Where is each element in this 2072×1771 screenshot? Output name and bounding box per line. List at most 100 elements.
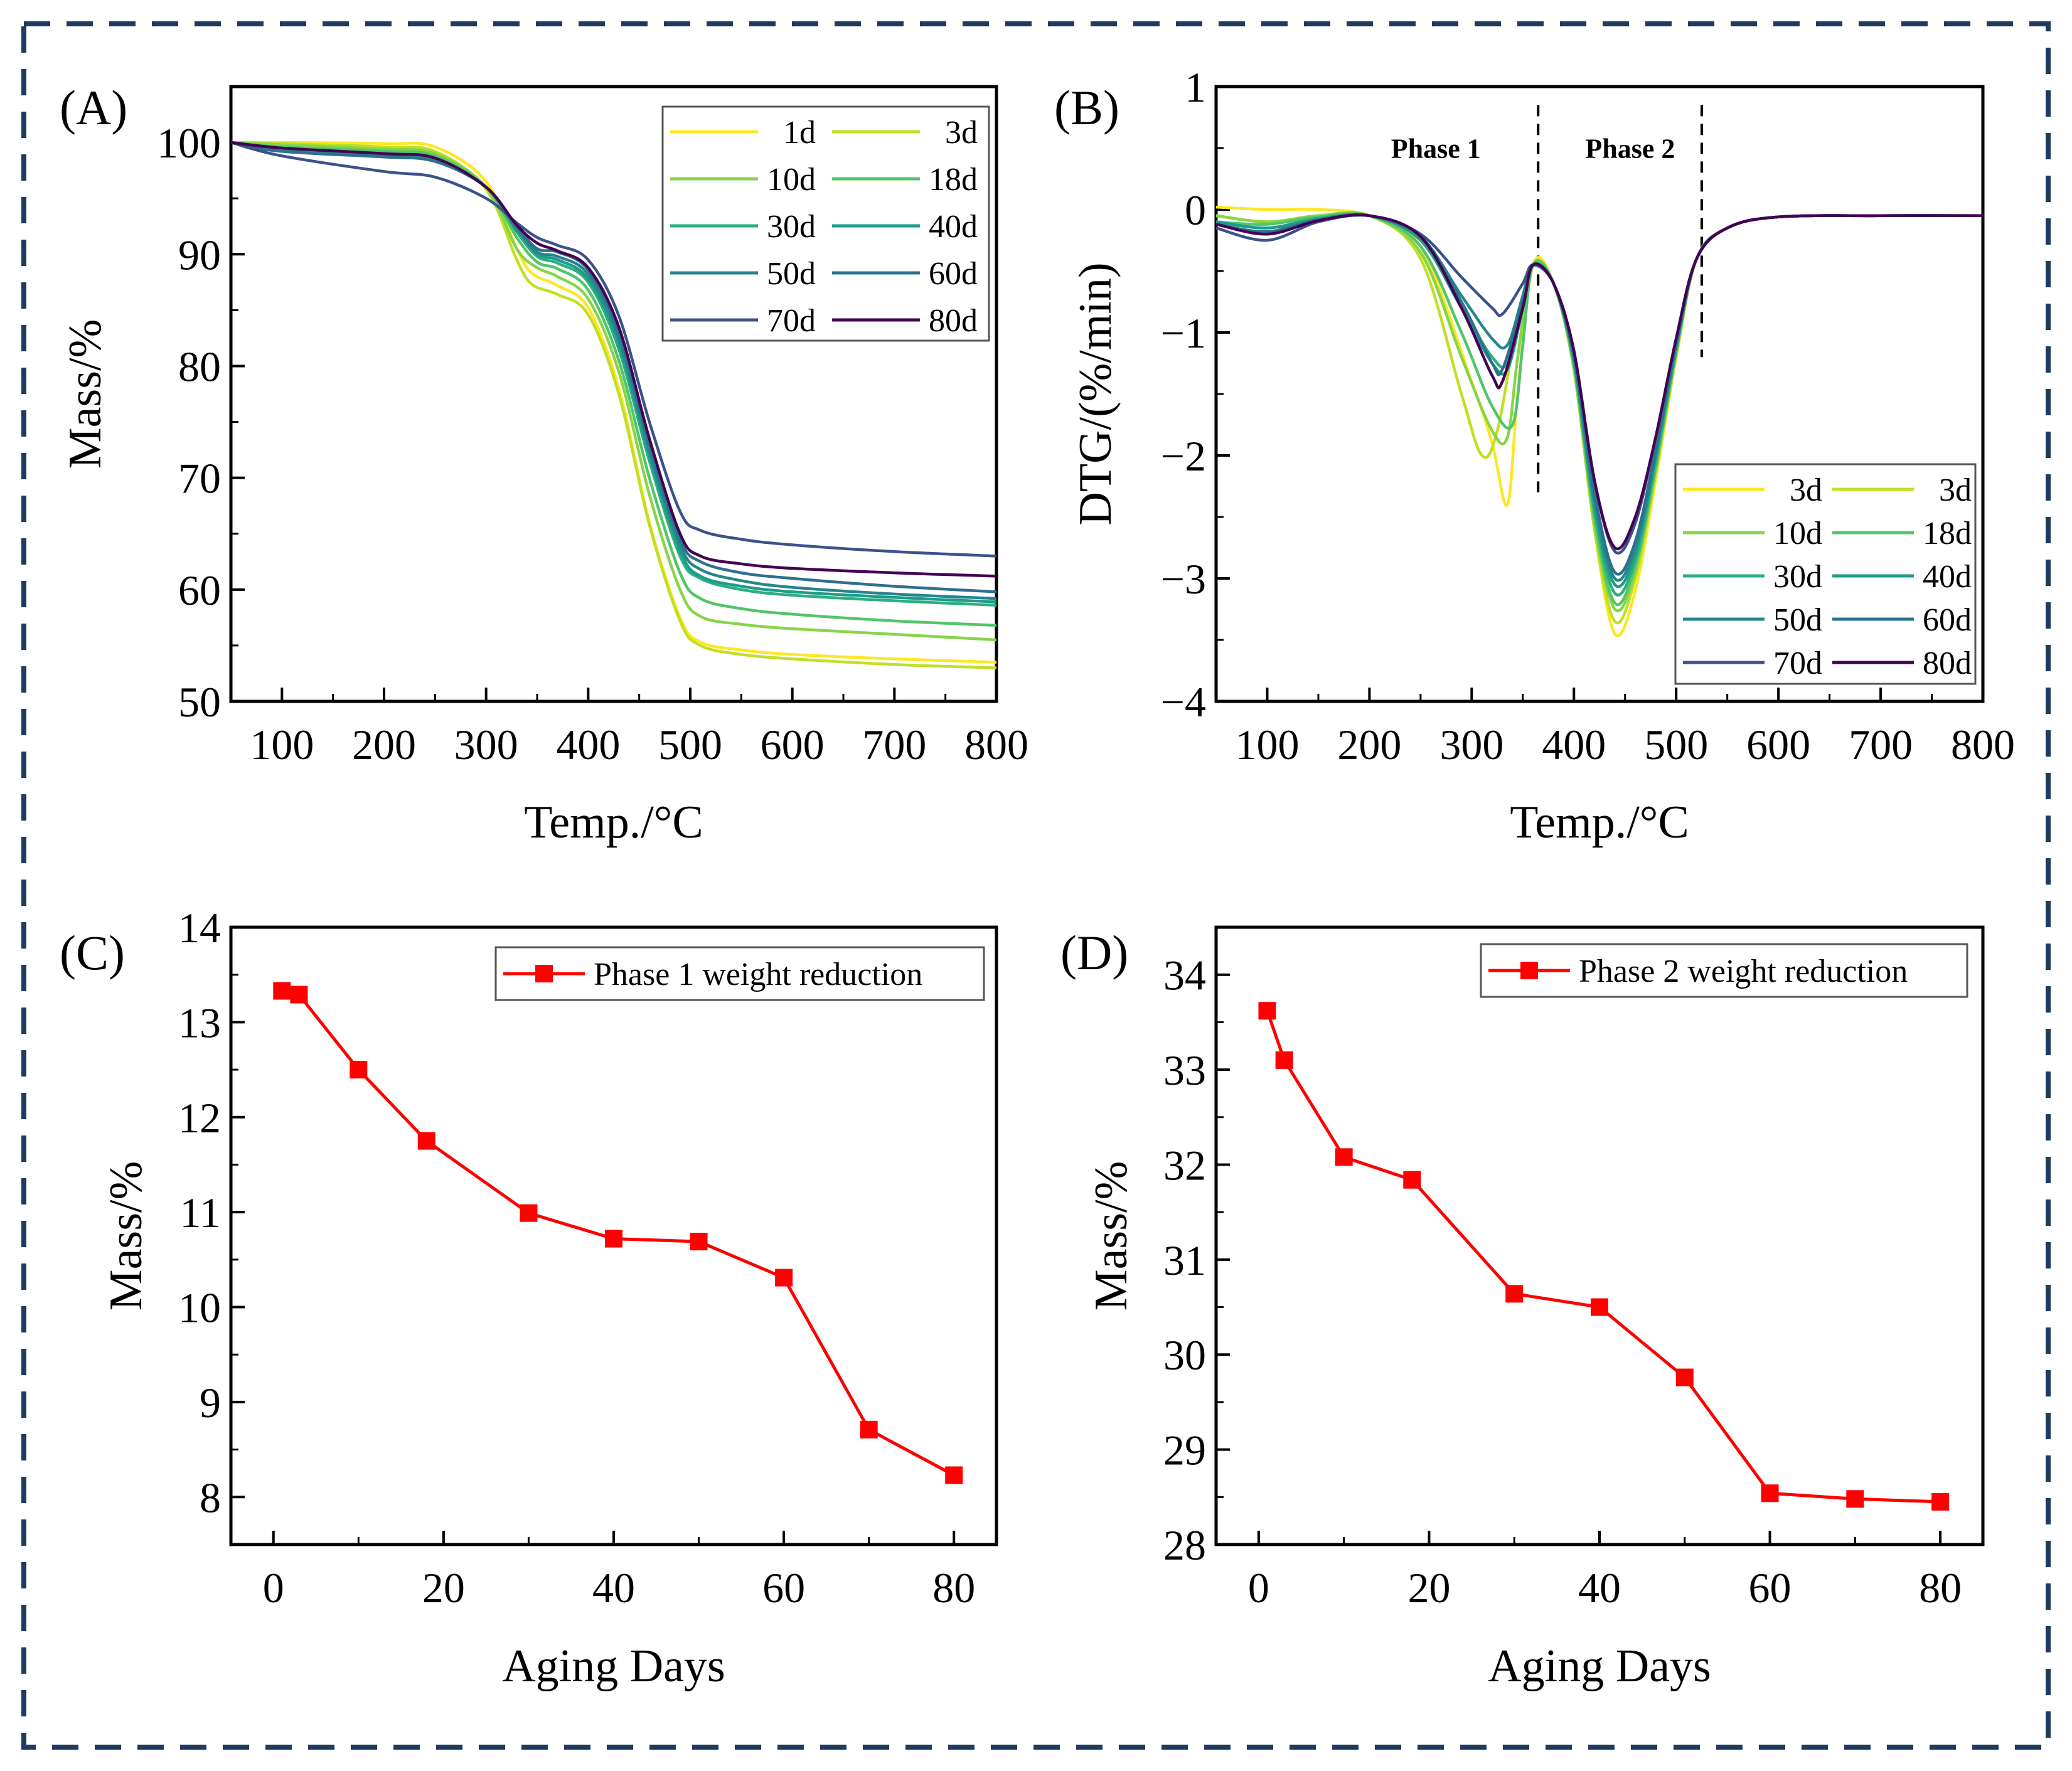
y-tick-label: 13 <box>178 999 221 1046</box>
legend-marker <box>535 965 553 982</box>
x-tick-label: 500 <box>1644 721 1708 768</box>
x-tick-label: 40 <box>592 1564 635 1612</box>
legend-entry: 60d <box>1923 602 1972 638</box>
legend-entry: 70d <box>1773 646 1822 681</box>
x-tick-label: 700 <box>1849 721 1913 768</box>
chart-panel-c: 0 20 40 60 80 8 9 10 11 12 13 14 Aging Days Mass/% (C)… <box>60 904 998 1692</box>
x-tick-label: 20 <box>422 1564 465 1612</box>
legend-entry: 40d <box>929 209 978 245</box>
legend-entry: 3d <box>945 115 978 151</box>
y-tick-label: 34 <box>1163 952 1206 999</box>
x-tick-label: 100 <box>1235 721 1299 768</box>
y-axis-label: Mass/% <box>100 1161 152 1311</box>
y-tick-label: 14 <box>178 904 221 952</box>
plot-area <box>1266 1010 1941 1504</box>
data-point-marker <box>605 1230 622 1248</box>
data-point-marker <box>1335 1148 1353 1166</box>
y-tick-label: −4 <box>1161 678 1206 726</box>
y-tick-label: −1 <box>1161 309 1206 357</box>
y-axis-label: Mass/% <box>60 319 111 469</box>
x-tick-label: 600 <box>761 721 825 768</box>
series-line-80d <box>231 141 996 578</box>
data-point-marker <box>1591 1298 1608 1316</box>
legend-entry: 50d <box>1773 602 1822 638</box>
legend-entry: Phase 2 weight reduction <box>1579 954 1908 989</box>
y-tick-label: 1 <box>1185 63 1206 111</box>
legend-marker <box>1520 962 1538 979</box>
x-axis-label: Aging Days <box>1488 1641 1711 1692</box>
legend: 3d 3d 10d 18d 30d 40d 50d 60d 70d 80d <box>1674 463 1977 685</box>
x-tick-label: 20 <box>1407 1564 1450 1612</box>
legend-entry: 18d <box>929 162 978 198</box>
x-tick-label: 800 <box>964 721 1028 768</box>
series-line-70d <box>231 141 996 558</box>
data-point-marker <box>1846 1490 1864 1508</box>
y-tick-label: 100 <box>157 119 221 167</box>
legend-entry: 10d <box>767 162 816 198</box>
x-tick-label: 60 <box>1749 1564 1792 1612</box>
x-tick-label: 60 <box>762 1564 805 1612</box>
panel-label: (D) <box>1060 925 1128 980</box>
x-tick-label: 400 <box>1542 721 1606 768</box>
series-line-18d <box>231 141 996 627</box>
legend-entry: 18d <box>1923 516 1972 551</box>
data-point-marker <box>273 982 291 1000</box>
data-point-marker <box>417 1132 435 1150</box>
data-point-marker <box>1258 1002 1276 1020</box>
series-line-Phase 1 weight reduction <box>281 989 955 1477</box>
x-tick-label: 300 <box>454 721 518 768</box>
y-tick-label: 32 <box>1163 1141 1206 1189</box>
y-tick-label: 50 <box>178 678 221 726</box>
x-tick-label: 0 <box>263 1564 284 1612</box>
y-tick-label: 0 <box>1185 186 1206 234</box>
y-tick-label: 60 <box>178 566 221 614</box>
data-point-marker <box>290 986 308 1004</box>
x-axis-label: Temp./°C <box>524 797 703 848</box>
data-point-marker <box>1675 1368 1694 1386</box>
legend-entry: 3d <box>1939 472 1972 508</box>
y-tick-label: 12 <box>178 1094 221 1142</box>
data-point-marker <box>1505 1285 1524 1303</box>
x-tick-label: 300 <box>1439 721 1503 768</box>
legend-entry: 70d <box>767 303 816 339</box>
x-tick-label: 40 <box>1578 1564 1621 1612</box>
plot-area <box>1216 205 1983 637</box>
legend-entry: 3d <box>1790 472 1822 508</box>
y-axis-label: DTG/(%/min) <box>1070 262 1121 525</box>
data-point-marker <box>775 1268 793 1287</box>
x-axis-label: Aging Days <box>502 1641 725 1692</box>
data-point-marker <box>1761 1484 1779 1502</box>
panel-label: (B) <box>1054 80 1119 135</box>
data-point-marker <box>1275 1051 1293 1069</box>
legend-entry: 80d <box>1923 646 1972 681</box>
legend-entry: Phase 1 weight reduction <box>594 957 922 992</box>
series-line-60d <box>231 141 996 593</box>
x-tick-label: 200 <box>352 721 416 768</box>
y-axis-label: Mass/% <box>1086 1161 1137 1311</box>
legend-entry: 80d <box>929 303 978 339</box>
x-tick-label: 100 <box>250 721 314 768</box>
data-point-marker <box>1931 1492 1950 1511</box>
x-tick-label: 0 <box>1248 1564 1269 1612</box>
legend: Phase 2 weight reduction <box>1480 943 1968 998</box>
y-tick-label: 10 <box>178 1284 221 1332</box>
phase-annotation: Phase 1 <box>1391 134 1481 164</box>
legend-entry: 50d <box>767 256 816 292</box>
x-tick-label: 500 <box>658 721 722 768</box>
y-tick-label: 33 <box>1163 1046 1206 1094</box>
chart-panel-d: 0 20 40 60 80 28 29 30 31 32 33 34 Aging Days Mass/% (… <box>1060 925 1985 1692</box>
x-tick-label: 600 <box>1746 721 1810 768</box>
data-point-marker <box>350 1061 368 1079</box>
legend-entry: 60d <box>929 256 978 292</box>
y-tick-label: 80 <box>178 343 221 390</box>
legend: 1d 3d 10d 18d 30d 40d 50d 60d 70d 80d <box>661 105 990 342</box>
legend-box <box>661 105 990 342</box>
y-tick-label: 11 <box>180 1189 221 1237</box>
legend: Phase 1 weight reduction <box>494 946 985 1001</box>
dashed-frame <box>21 21 2051 1750</box>
y-tick-label: 70 <box>178 455 221 503</box>
y-tick-label: 28 <box>1163 1521 1206 1569</box>
legend-entry: 30d <box>767 209 816 245</box>
legend-entry: 30d <box>1773 559 1822 595</box>
